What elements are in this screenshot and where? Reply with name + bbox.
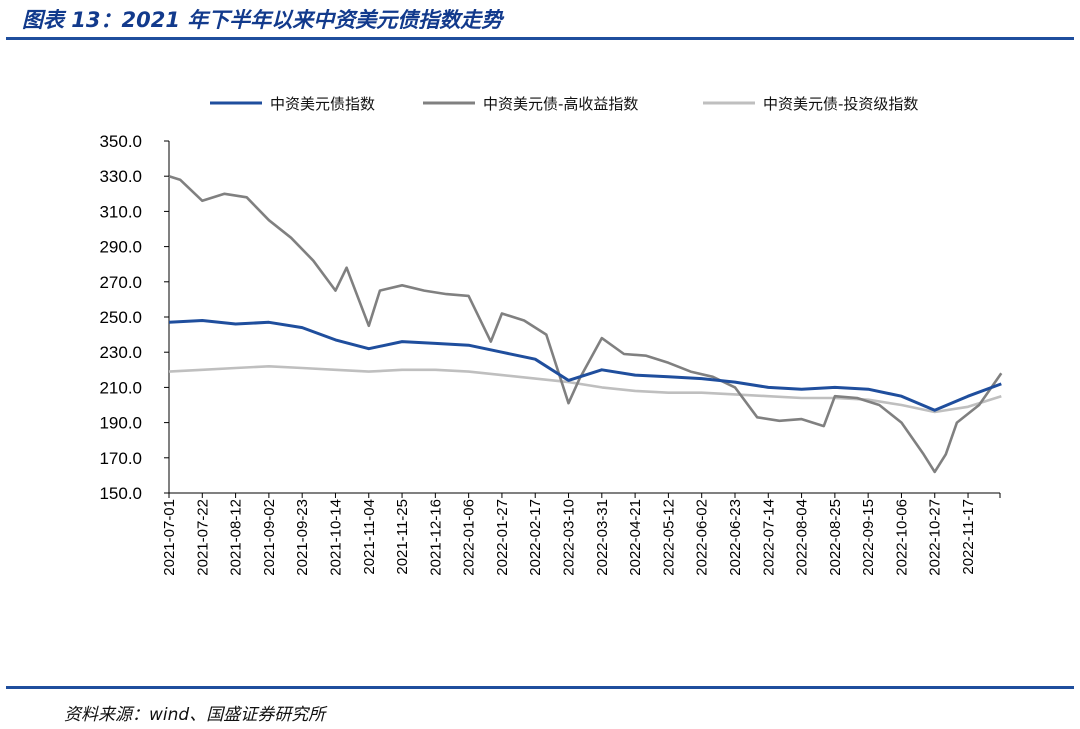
y-tick-label: 290.0 (99, 238, 142, 257)
x-tick-label: 2021-11-04 (361, 499, 378, 575)
legend-label: 中资美元债-投资级指数 (763, 95, 918, 113)
x-tick-label: 2021-09-23 (294, 499, 311, 576)
x-tick-label: 2022-01-06 (461, 499, 478, 576)
y-tick-label: 310.0 (99, 202, 142, 221)
x-tick-label: 2021-10-14 (327, 499, 344, 576)
source-note: 资料来源：wind、国盛证券研究所 (64, 705, 326, 725)
legend-label: 中资美元债-高收益指数 (483, 95, 638, 113)
y-tick-label: 350.0 (99, 132, 142, 151)
x-tick-label: 2022-04-21 (627, 499, 644, 576)
legend: 中资美元债指数 中资美元债-高收益指数 中资美元债-投资级指数 (210, 95, 918, 113)
x-tick-label: 2022-03-10 (561, 499, 578, 576)
x-tick-label: 2022-01-27 (494, 499, 511, 576)
y-tick-label: 230.0 (99, 343, 142, 362)
series-line-1 (168, 174, 1003, 474)
series-lines (168, 174, 1003, 474)
y-tick-label: 210.0 (99, 378, 142, 397)
chart-title: 图表 13：2021 年下半年以来中资美元债指数走势 (22, 8, 503, 32)
x-tick-label: 2021-12-16 (427, 499, 444, 576)
y-axis: 350.0 330.0 310.0 290.0 270.0 250.0 230.0 210.0… (99, 132, 170, 503)
y-tick-label: 250.0 (99, 308, 142, 327)
legend-label: 中资美元债指数 (270, 95, 375, 113)
y-tick-label: 150.0 (99, 484, 142, 503)
x-tick-label: 2021-08-12 (228, 499, 245, 576)
y-tick-label: 330.0 (99, 167, 142, 186)
x-tick-label: 2022-06-02 (694, 499, 711, 576)
y-tick-label: 270.0 (99, 273, 142, 292)
series-line-0 (168, 319, 1002, 412)
x-axis: 2021-07-01 2021-07-22 2021-08-12 2021-09-02… (161, 492, 1001, 576)
x-tick-label: 2022-09-15 (860, 499, 877, 576)
y-tick-label: 170.0 (99, 449, 142, 468)
x-tick-label: 2022-06-23 (727, 499, 744, 576)
x-tick-label: 2022-02-17 (527, 499, 544, 576)
title-divider (6, 37, 1074, 40)
x-tick-label: 2022-10-27 (927, 499, 944, 576)
x-tick-label: 2021-07-01 (161, 499, 178, 576)
footer-divider (6, 686, 1074, 689)
x-tick-label: 2022-07-14 (760, 499, 777, 576)
x-tick-label: 2022-03-31 (594, 499, 611, 576)
x-tick-label: 2021-11-25 (394, 499, 411, 575)
x-tick-label: 2022-08-25 (827, 499, 844, 576)
x-tick-label: 2022-05-12 (660, 499, 677, 576)
x-tick-label: 2021-07-22 (194, 499, 211, 576)
x-tick-label: 2021-09-02 (261, 499, 278, 576)
x-tick-label: 2022-08-04 (794, 499, 811, 576)
x-tick-label: 2022-10-06 (893, 499, 910, 576)
y-tick-label: 190.0 (99, 414, 142, 433)
x-tick-label: 2022-11-17 (960, 499, 977, 575)
